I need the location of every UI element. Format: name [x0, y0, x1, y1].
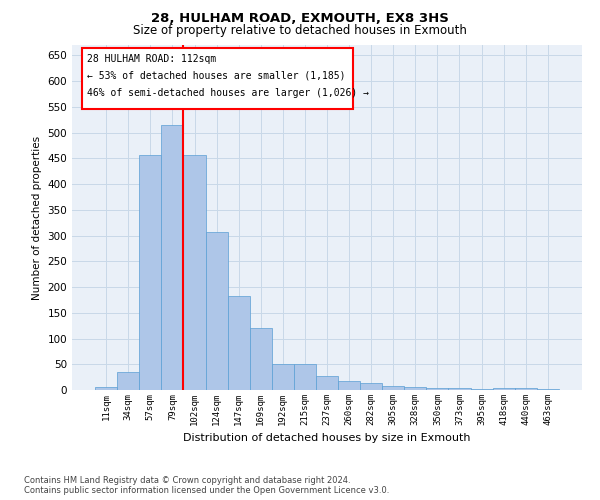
Bar	[427, 388, 448, 390]
Text: 46% of semi-detached houses are larger (1,026) →: 46% of semi-detached houses are larger (…	[88, 88, 370, 98]
Bar	[250, 328, 272, 390]
Bar	[227, 296, 250, 390]
Bar	[493, 388, 515, 390]
Text: 28 HULHAM ROAD: 112sqm: 28 HULHAM ROAD: 112sqm	[88, 54, 217, 64]
Text: Size of property relative to detached houses in Exmouth: Size of property relative to detached ho…	[133, 24, 467, 37]
Bar	[360, 384, 382, 390]
Bar	[294, 364, 316, 390]
Bar	[404, 387, 427, 390]
Bar	[382, 386, 404, 390]
Bar	[117, 372, 139, 390]
Bar	[316, 376, 338, 390]
Bar	[470, 389, 493, 390]
Bar	[139, 154, 161, 390]
Bar	[272, 364, 294, 390]
Bar	[206, 232, 227, 390]
Text: Contains HM Land Registry data © Crown copyright and database right 2024.: Contains HM Land Registry data © Crown c…	[24, 476, 350, 485]
Bar	[537, 389, 559, 390]
Bar	[161, 125, 184, 390]
Text: 28, HULHAM ROAD, EXMOUTH, EX8 3HS: 28, HULHAM ROAD, EXMOUTH, EX8 3HS	[151, 12, 449, 26]
Text: ← 53% of detached houses are smaller (1,185): ← 53% of detached houses are smaller (1,…	[88, 71, 346, 81]
Y-axis label: Number of detached properties: Number of detached properties	[32, 136, 42, 300]
Bar	[338, 381, 360, 390]
X-axis label: Distribution of detached houses by size in Exmouth: Distribution of detached houses by size …	[183, 434, 471, 444]
Bar	[448, 388, 470, 390]
FancyBboxPatch shape	[82, 48, 353, 109]
Text: Contains public sector information licensed under the Open Government Licence v3: Contains public sector information licen…	[24, 486, 389, 495]
Bar	[184, 154, 206, 390]
Bar	[515, 388, 537, 390]
Bar	[95, 388, 117, 390]
